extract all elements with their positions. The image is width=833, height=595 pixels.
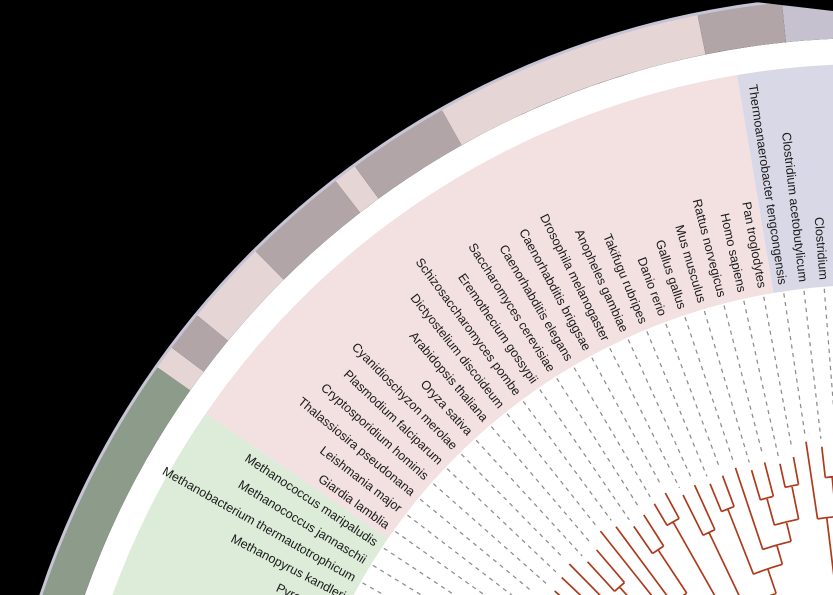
- leaf-connector-line: [803, 290, 822, 439]
- canvas-corner-mask: [738, 0, 833, 11]
- leaf-connector-line: [419, 498, 532, 592]
- ring-segment-5[interactable]: [255, 180, 361, 280]
- ring-segment-9[interactable]: [697, 2, 786, 55]
- leaf-connector-line: [407, 514, 513, 595]
- ring-segment-2[interactable]: [157, 347, 204, 391]
- leaf-connector-line: [522, 400, 612, 521]
- leaf-connector-line: [460, 453, 565, 559]
- ring-segment-10[interactable]: [781, 0, 833, 46]
- domain-wedge-eukaryota[interactable]: [205, 75, 774, 539]
- ring-segment-6[interactable]: [335, 166, 379, 213]
- leaf-connector-line: [475, 439, 583, 557]
- leaf-connector-line: [783, 293, 806, 434]
- leaf-connector-line: [703, 310, 750, 463]
- tree-branches: [554, 441, 833, 595]
- ring-segment-3[interactable]: [171, 315, 229, 372]
- leaf-connector-line: [823, 288, 833, 408]
- species-label-1[interactable]: Clostridium: [812, 216, 831, 280]
- leaf-connector-line: [763, 296, 793, 450]
- leaf-connector-line: [395, 530, 486, 595]
- leaf-connector-line: [609, 347, 681, 489]
- leaf-connector-line: [506, 413, 596, 526]
- domain-wedge-bacteria[interactable]: [736, 64, 833, 294]
- leaf-connector-line: [646, 331, 708, 477]
- ring-segment-1[interactable]: [11, 367, 191, 595]
- ring-segment-7[interactable]: [354, 110, 462, 199]
- leaf-connector-line: [591, 357, 663, 487]
- leaf-connector-line: [539, 389, 630, 521]
- leaf-connector-line: [743, 300, 779, 457]
- domain-wedge-archaea[interactable]: [82, 413, 388, 595]
- ring-segment-4[interactable]: [197, 251, 284, 341]
- ring-segment-8[interactable]: [441, 15, 706, 146]
- leaf-connector-line: [372, 564, 423, 595]
